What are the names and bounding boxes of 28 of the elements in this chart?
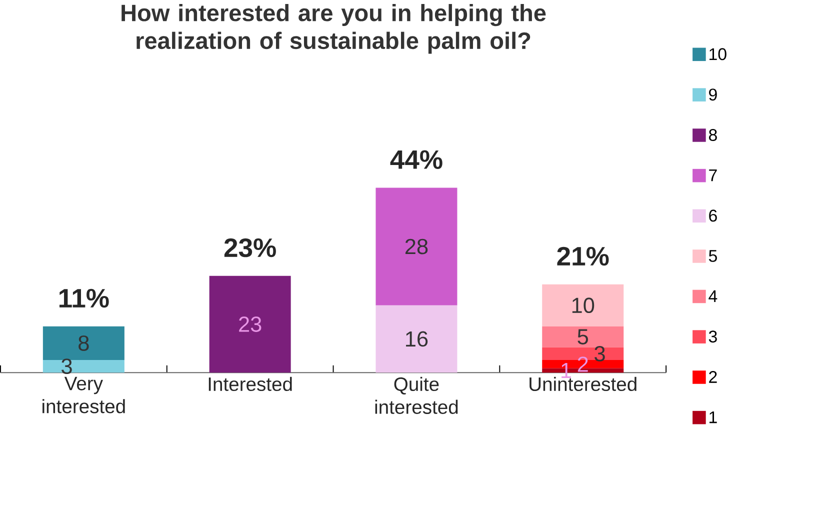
x-tick-label: Interested [208,376,292,391]
legend-label: 5 [708,250,717,262]
total-label: 23% [224,238,276,257]
total-label: 11% [59,288,109,308]
x-tick-label: Quite interested [375,376,458,414]
legend-label: 4 [708,290,718,302]
legend-label: 6 [709,209,717,222]
data-label: 3 [62,358,72,374]
legend-label: 3 [708,330,717,342]
data-label: 16 [406,331,428,346]
data-label: 3 [594,346,605,362]
legend-label: 1 [710,411,717,423]
legend-label: 2 [709,370,717,383]
data-label: 28 [405,238,428,254]
chart-title: How interested are you in helping the realization of sustainable palm oil? [122,4,546,54]
x-tick-label: Very interested [42,376,125,414]
legend-label: 9 [709,88,717,100]
data-label: 23 [239,316,262,332]
data-label: 8 [78,335,89,351]
legend-label: 8 [708,128,717,141]
legend-label: 7 [709,169,717,181]
data-label: 5 [578,329,588,344]
total-label: 44% [390,150,442,169]
data-label: 10 [572,297,594,313]
x-tick-label: Uninterested [530,376,636,391]
legend-label: 10 [710,48,726,60]
data-label: 2 [578,356,588,372]
total-label: 21% [557,246,609,266]
